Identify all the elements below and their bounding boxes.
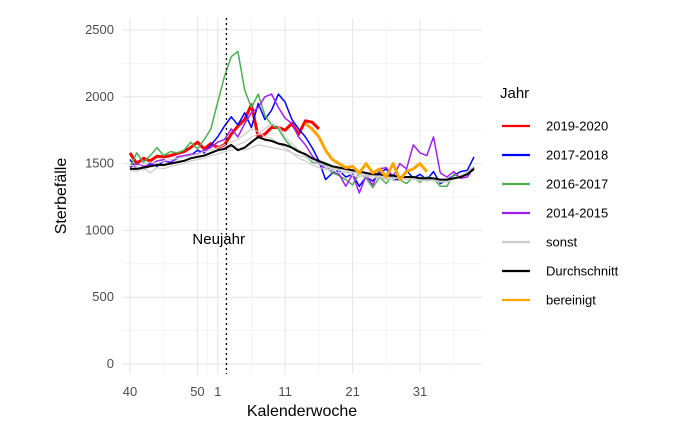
x-tick-label: 31 xyxy=(413,384,427,399)
legend-title: Jahr xyxy=(500,85,529,102)
legend-label: bereinigt xyxy=(546,293,596,308)
series-line-2014-2015 xyxy=(129,93,475,194)
grid xyxy=(122,18,482,374)
x-tick-labels: 40 50 1 11 21 31 xyxy=(123,384,428,399)
x-tick-label: 1 xyxy=(214,384,221,399)
series-line-durchschnitt xyxy=(130,135,475,181)
y-tick-label: 500 xyxy=(92,289,114,304)
x-tick-label: 11 xyxy=(278,384,292,399)
legend-label: 2014-2015 xyxy=(546,206,608,221)
y-tick-label: 0 xyxy=(107,356,114,371)
legend-label: 2016-2017 xyxy=(546,177,608,192)
legend: Jahr 2019-2020 2017-2018 2016-2017 2014-201… xyxy=(500,85,619,308)
x-axis-title: Kalenderwoche xyxy=(247,403,357,420)
series-line-sonst xyxy=(129,144,475,183)
x-tick-label: 50 xyxy=(190,384,204,399)
legend-label: sonst xyxy=(546,235,577,250)
y-tick-label: 1000 xyxy=(85,222,114,237)
y-tick-labels: 0 500 1000 1500 2000 2500 xyxy=(85,22,114,371)
y-tick-label: 2500 xyxy=(85,22,114,37)
y-axis-title: Sterbefälle xyxy=(53,158,70,235)
y-tick-label: 2000 xyxy=(85,89,114,104)
series-lines xyxy=(128,50,475,194)
series-line-2019-2020 xyxy=(128,103,320,166)
legend-label: 2017-2018 xyxy=(546,148,608,163)
legend-label: 2019-2020 xyxy=(546,119,608,134)
legend-label: Durchschnitt xyxy=(546,264,619,279)
y-tick-label: 1500 xyxy=(85,156,114,171)
series-line-bereinigt xyxy=(304,122,428,182)
x-tick-label: 21 xyxy=(345,384,359,399)
x-tick-label: 40 xyxy=(123,384,137,399)
neujahr-annotation: Neujahr xyxy=(192,231,245,248)
